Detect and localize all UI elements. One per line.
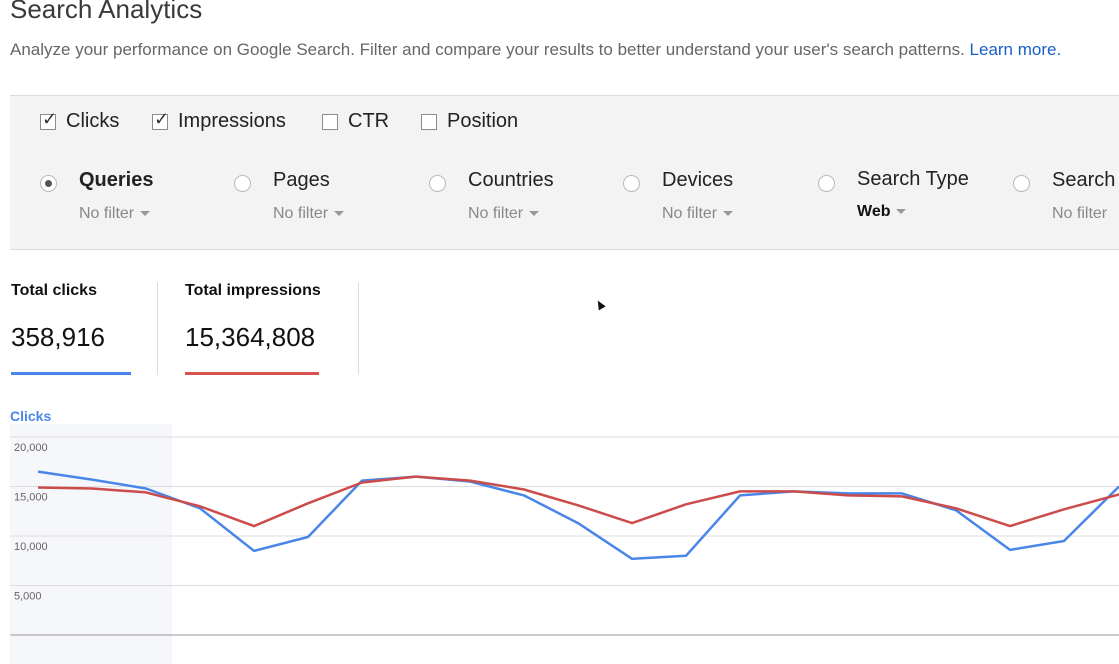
radio-icon[interactable] — [40, 175, 57, 192]
radio-icon[interactable] — [623, 175, 640, 192]
total-impressions-card[interactable]: Total impressions 15,364,808 — [185, 282, 321, 353]
chevron-down-icon — [723, 211, 734, 217]
filter-value: Web — [857, 203, 891, 220]
checkmark-icon: ✓ — [42, 108, 58, 129]
total-impressions-label: Total impressions — [185, 282, 321, 299]
impressions-underline — [185, 372, 319, 375]
countries-label: Countries — [468, 169, 554, 191]
series-line-clicks[interactable] — [37, 470, 1119, 561]
radio-icon[interactable] — [1013, 175, 1030, 192]
radio-icon[interactable] — [429, 175, 446, 192]
filter-value: No filter — [273, 205, 329, 222]
chevron-down-icon — [529, 211, 540, 217]
divider — [358, 282, 359, 375]
search-appearance-filter-dropdown[interactable]: No filter — [1052, 205, 1107, 223]
total-clicks-value: 358,916 — [11, 322, 105, 352]
clicks-underline — [11, 372, 131, 375]
dimensions-bar: Queries No filter Pages No filter Countr… — [10, 149, 1119, 250]
impressions-label: Impressions — [178, 110, 286, 132]
pages-filter-dropdown[interactable]: No filter — [273, 205, 345, 223]
radio-icon[interactable] — [234, 175, 251, 192]
chevron-down-icon — [896, 209, 907, 215]
clicks-checkbox[interactable]: ✓ Clicks — [40, 110, 119, 133]
total-clicks-label: Total clicks — [11, 282, 97, 299]
description-text: Analyze your performance on Google Searc… — [10, 40, 965, 59]
learn-more-link[interactable]: Learn more. — [969, 40, 1062, 59]
page-title: Search Analytics — [10, 0, 203, 24]
filter-value: No filter — [79, 205, 135, 222]
ctr-checkbox[interactable]: CTR — [322, 110, 389, 133]
position-checkbox[interactable]: Position — [421, 110, 518, 133]
clicks-label: Clicks — [66, 110, 120, 132]
filter-value: No filter — [662, 205, 718, 222]
y-tick-label: 15,000 — [14, 492, 48, 504]
ctr-label: CTR — [348, 110, 390, 132]
checkmark-icon: ✓ — [154, 108, 170, 129]
filter-value: No filter — [468, 205, 524, 222]
divider — [157, 282, 158, 375]
total-clicks-card[interactable]: Total clicks 358,916 — [11, 282, 105, 353]
checkbox-icon[interactable] — [421, 113, 437, 130]
chart-highlight-band — [10, 424, 172, 664]
chart-title: Clicks — [10, 408, 52, 424]
chevron-down-icon — [334, 211, 345, 217]
checkbox-icon[interactable]: ✓ — [152, 110, 169, 130]
checkbox-icon[interactable] — [322, 113, 338, 130]
queries-filter-dropdown[interactable]: No filter — [79, 205, 151, 223]
filter-value: No filter — [1052, 205, 1108, 222]
checkbox-icon[interactable]: ✓ — [40, 110, 57, 130]
page-description: Analyze your performance on Google Searc… — [10, 40, 1061, 60]
devices-filter-dropdown[interactable]: No filter — [662, 205, 734, 223]
countries-filter-dropdown[interactable]: No filter — [468, 205, 540, 223]
y-tick-label: 5,000 — [14, 591, 42, 603]
y-tick-label: 20,000 — [14, 442, 48, 454]
radio-selected-dot — [45, 180, 52, 187]
pages-label: Pages — [273, 169, 330, 191]
search-type-label: Search Type — [857, 168, 969, 190]
devices-label: Devices — [662, 169, 734, 191]
search-type-filter-dropdown[interactable]: Web — [857, 203, 907, 221]
chevron-down-icon — [140, 211, 151, 217]
metrics-toolbar: ✓ Clicks ✓ Impressions CTR Position — [10, 95, 1119, 150]
series-line-impressions[interactable] — [37, 475, 1119, 528]
radio-icon[interactable] — [818, 175, 835, 192]
total-impressions-value: 15,364,808 — [185, 322, 316, 352]
impressions-checkbox[interactable]: ✓ Impressions — [152, 110, 286, 133]
queries-label: Queries — [79, 169, 154, 191]
search-appearance-label: Search — [1052, 169, 1116, 191]
y-tick-label: 10,000 — [14, 541, 48, 553]
position-label: Position — [447, 110, 519, 132]
